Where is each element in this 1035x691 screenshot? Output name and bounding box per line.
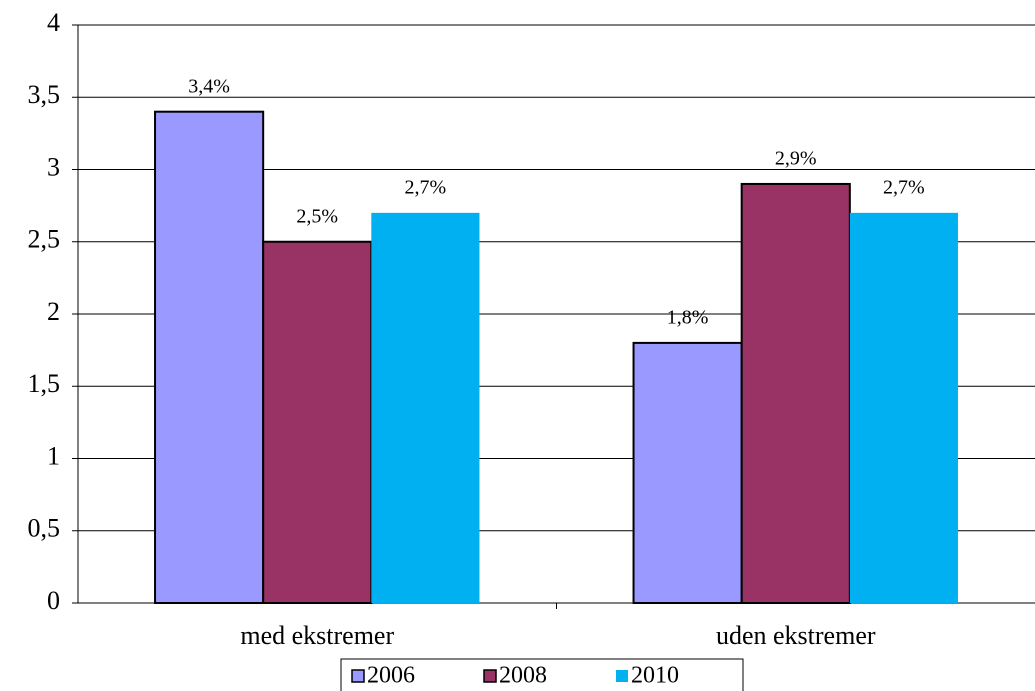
y-tick-label: 2,5 (28, 225, 61, 254)
legend-label: 2006 (367, 663, 415, 689)
y-tick-label: 3,5 (28, 80, 61, 109)
x-tick-label: uden ekstremer (716, 621, 876, 650)
legend-swatch (483, 669, 497, 683)
bar (740, 182, 851, 604)
value-label: 2,7% (405, 176, 447, 198)
value-label: 2,7% (883, 176, 925, 198)
bar (262, 240, 373, 604)
legend-swatch (616, 670, 628, 682)
bar (632, 341, 743, 604)
y-tick-label: 0 (47, 586, 60, 615)
value-label: 1,8% (667, 306, 709, 328)
value-label: 3,4% (188, 75, 230, 97)
legend-label: 2008 (499, 663, 547, 689)
y-tick-label: 2 (47, 297, 60, 326)
bar (371, 212, 480, 603)
bar (849, 212, 958, 603)
bar (154, 110, 265, 604)
y-tick-label: 0,5 (28, 514, 61, 543)
value-label: 2,9% (775, 148, 817, 170)
y-tick-label: 3 (47, 152, 60, 181)
legend-swatch (351, 669, 365, 683)
legend-box (340, 658, 744, 691)
legend-label: 2010 (631, 663, 679, 689)
y-tick-label: 1,5 (28, 369, 61, 398)
x-tick-label: med ekstremer (240, 621, 394, 650)
value-label: 2,5% (296, 205, 338, 227)
y-tick-label: 4 (47, 8, 60, 37)
y-tick-label: 1 (47, 441, 60, 470)
